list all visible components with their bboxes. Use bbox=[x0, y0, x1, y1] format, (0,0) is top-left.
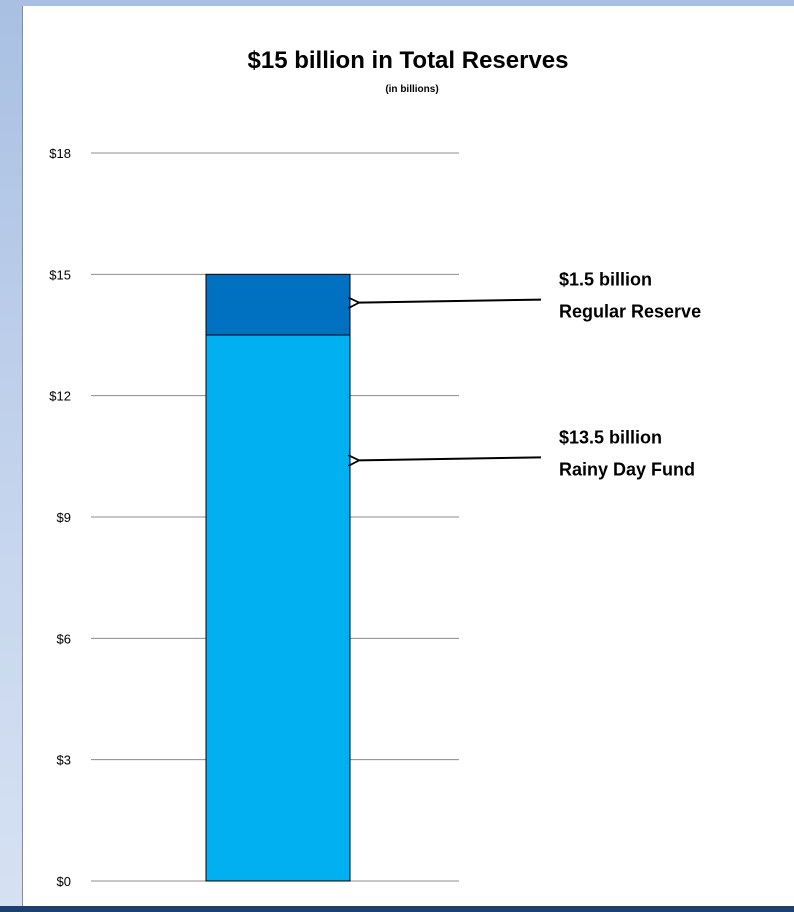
y-tick-label: $18 bbox=[49, 146, 71, 161]
annotation-name: Rainy Day Fund bbox=[559, 459, 695, 479]
bar-segment-regular-reserve bbox=[205, 273, 351, 336]
y-tick-label: $9 bbox=[57, 510, 71, 525]
reserves-chart: $15 billion in Total Reserves (in billio… bbox=[49, 47, 701, 889]
y-tick-label: $3 bbox=[57, 753, 71, 768]
chart-title: $15 billion in Total Reserves bbox=[248, 47, 569, 74]
chart-subtitle: (in billions) bbox=[385, 84, 438, 95]
y-axis-tick-labels: $0 $3 $6 $9 $12 $15 $18 bbox=[49, 146, 71, 889]
annotation-amount: $13.5 billion bbox=[559, 427, 662, 447]
bottom-border bbox=[0, 906, 794, 912]
annotation-name: Regular Reserve bbox=[559, 302, 701, 322]
annotation-arrow bbox=[358, 457, 542, 460]
y-tick-label: $12 bbox=[49, 389, 71, 404]
annotations: $1.5 billion Regular Reserve $13.5 billion… bbox=[358, 270, 701, 479]
annotation-arrow bbox=[358, 300, 542, 303]
y-tick-label: $0 bbox=[57, 874, 71, 889]
bar-segment-rainy-day-fund bbox=[205, 334, 351, 882]
y-tick-label: $6 bbox=[57, 631, 71, 646]
annotation-amount: $1.5 billion bbox=[559, 270, 652, 290]
y-tick-label: $15 bbox=[49, 267, 71, 282]
stacked-bar bbox=[205, 273, 351, 882]
chart-panel: $15 billion in Total Reserves (in billio… bbox=[22, 6, 794, 906]
